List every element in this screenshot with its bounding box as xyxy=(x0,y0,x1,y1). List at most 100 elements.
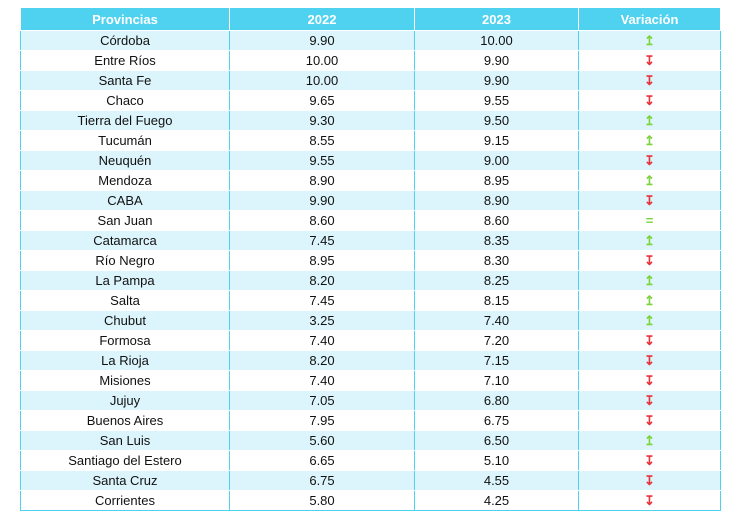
province-cell: Neuquén xyxy=(20,150,230,171)
province-cell: Entre Ríos xyxy=(20,50,230,71)
province-cell: Misiones xyxy=(20,370,230,391)
value-2022-cell: 9.65 xyxy=(229,90,415,111)
arrow-up-icon: ↥ xyxy=(644,132,655,148)
value-2023-cell: 9.90 xyxy=(414,50,579,71)
value-2022-cell: 9.30 xyxy=(229,110,415,131)
value-2023-cell: 8.25 xyxy=(414,270,579,291)
province-cell: Tucumán xyxy=(20,130,230,151)
value-2023-cell: 8.30 xyxy=(414,250,579,271)
province-cell: Catamarca xyxy=(20,230,230,251)
value-2023-cell: 9.15 xyxy=(414,130,579,151)
value-2022-cell: 9.55 xyxy=(229,150,415,171)
province-cell: Mendoza xyxy=(20,170,230,191)
province-cell: Jujuy xyxy=(20,390,230,411)
arrow-up-icon: ↥ xyxy=(644,112,655,128)
value-2022-cell: 10.00 xyxy=(229,50,415,71)
province-cell: Tierra del Fuego xyxy=(20,110,230,131)
variation-cell: ↧ xyxy=(578,150,721,171)
table-row: Chubut 3.25 7.40 ↥ xyxy=(20,310,721,331)
column-header-2022: 2022 xyxy=(229,7,415,31)
value-2023-cell: 5.10 xyxy=(414,450,579,471)
province-cell: San Luis xyxy=(20,430,230,451)
province-cell: San Juan xyxy=(20,210,230,231)
arrow-down-icon: ↧ xyxy=(644,52,655,68)
value-2023-cell: 7.20 xyxy=(414,330,579,351)
province-cell: Chaco xyxy=(20,90,230,111)
table-row: Misiones 7.40 7.10 ↧ xyxy=(20,370,721,391)
table-row: San Juan 8.60 8.60 = xyxy=(20,210,721,231)
table-row: CABA 9.90 8.90 ↧ xyxy=(20,190,721,211)
value-2022-cell: 7.40 xyxy=(229,370,415,391)
variation-cell: ↧ xyxy=(578,450,721,471)
province-cell: CABA xyxy=(20,190,230,211)
arrow-up-icon: ↥ xyxy=(644,432,655,448)
variation-cell: ↥ xyxy=(578,230,721,251)
table-row: Córdoba 9.90 10.00 ↥ xyxy=(20,30,721,51)
value-2023-cell: 4.55 xyxy=(414,470,579,491)
value-2022-cell: 8.20 xyxy=(229,270,415,291)
variation-cell: ↥ xyxy=(578,110,721,131)
value-2022-cell: 7.45 xyxy=(229,230,415,251)
value-2022-cell: 9.90 xyxy=(229,30,415,51)
value-2023-cell: 4.25 xyxy=(414,490,579,511)
variation-cell: ↧ xyxy=(578,90,721,111)
arrow-down-icon: ↧ xyxy=(644,392,655,408)
arrow-down-icon: ↧ xyxy=(644,492,655,508)
column-header-provincias: Provincias xyxy=(20,7,230,31)
province-cell: Chubut xyxy=(20,310,230,331)
table-row: Buenos Aires 7.95 6.75 ↧ xyxy=(20,410,721,431)
arrow-down-icon: ↧ xyxy=(644,412,655,428)
value-2022-cell: 6.75 xyxy=(229,470,415,491)
variation-cell: ↧ xyxy=(578,350,721,371)
value-2022-cell: 10.00 xyxy=(229,70,415,91)
variation-cell: ↥ xyxy=(578,270,721,291)
value-2023-cell: 8.15 xyxy=(414,290,579,311)
variation-cell: ↥ xyxy=(578,130,721,151)
province-cell: Buenos Aires xyxy=(20,410,230,431)
value-2023-cell: 6.50 xyxy=(414,430,579,451)
table-body: Córdoba 9.90 10.00 ↥ Entre Ríos 10.00 9.90 ↧ San… xyxy=(20,30,721,511)
province-cell: Santiago del Estero xyxy=(20,450,230,471)
arrow-up-icon: ↥ xyxy=(644,292,655,308)
value-2023-cell: 7.15 xyxy=(414,350,579,371)
column-header-variacion: Variación xyxy=(578,7,721,31)
variation-cell: ↧ xyxy=(578,370,721,391)
value-2023-cell: 7.10 xyxy=(414,370,579,391)
table-row: Santa Cruz 6.75 4.55 ↧ xyxy=(20,470,721,491)
value-2022-cell: 9.90 xyxy=(229,190,415,211)
table-row: Santa Fe 10.00 9.90 ↧ xyxy=(20,70,721,91)
province-cell: Córdoba xyxy=(20,30,230,51)
value-2022-cell: 8.60 xyxy=(229,210,415,231)
value-2022-cell: 5.60 xyxy=(229,430,415,451)
province-cell: Santa Fe xyxy=(20,70,230,91)
arrow-down-icon: ↧ xyxy=(644,152,655,168)
variation-cell: ↧ xyxy=(578,490,721,511)
table-row: San Luis 5.60 6.50 ↥ xyxy=(20,430,721,451)
variation-cell: ↥ xyxy=(578,170,721,191)
province-cell: La Rioja xyxy=(20,350,230,371)
table-row: Corrientes 5.80 4.25 ↧ xyxy=(20,490,721,511)
value-2023-cell: 6.75 xyxy=(414,410,579,431)
value-2022-cell: 3.25 xyxy=(229,310,415,331)
value-2022-cell: 8.90 xyxy=(229,170,415,191)
value-2022-cell: 8.20 xyxy=(229,350,415,371)
value-2023-cell: 9.90 xyxy=(414,70,579,91)
value-2023-cell: 9.00 xyxy=(414,150,579,171)
province-cell: Formosa xyxy=(20,330,230,351)
arrow-up-icon: ↥ xyxy=(644,312,655,328)
arrow-down-icon: ↧ xyxy=(644,472,655,488)
value-2022-cell: 5.80 xyxy=(229,490,415,511)
value-2023-cell: 6.80 xyxy=(414,390,579,411)
value-2022-cell: 7.05 xyxy=(229,390,415,411)
variation-cell: ↥ xyxy=(578,30,721,51)
arrow-up-icon: ↥ xyxy=(644,172,655,188)
table-row: Neuquén 9.55 9.00 ↧ xyxy=(20,150,721,171)
arrow-down-icon: ↧ xyxy=(644,192,655,208)
value-2022-cell: 7.45 xyxy=(229,290,415,311)
equal-icon: = xyxy=(645,213,654,228)
value-2022-cell: 7.95 xyxy=(229,410,415,431)
variation-cell: ↧ xyxy=(578,390,721,411)
arrow-down-icon: ↧ xyxy=(644,92,655,108)
province-cell: Corrientes xyxy=(20,490,230,511)
table-row: Chaco 9.65 9.55 ↧ xyxy=(20,90,721,111)
